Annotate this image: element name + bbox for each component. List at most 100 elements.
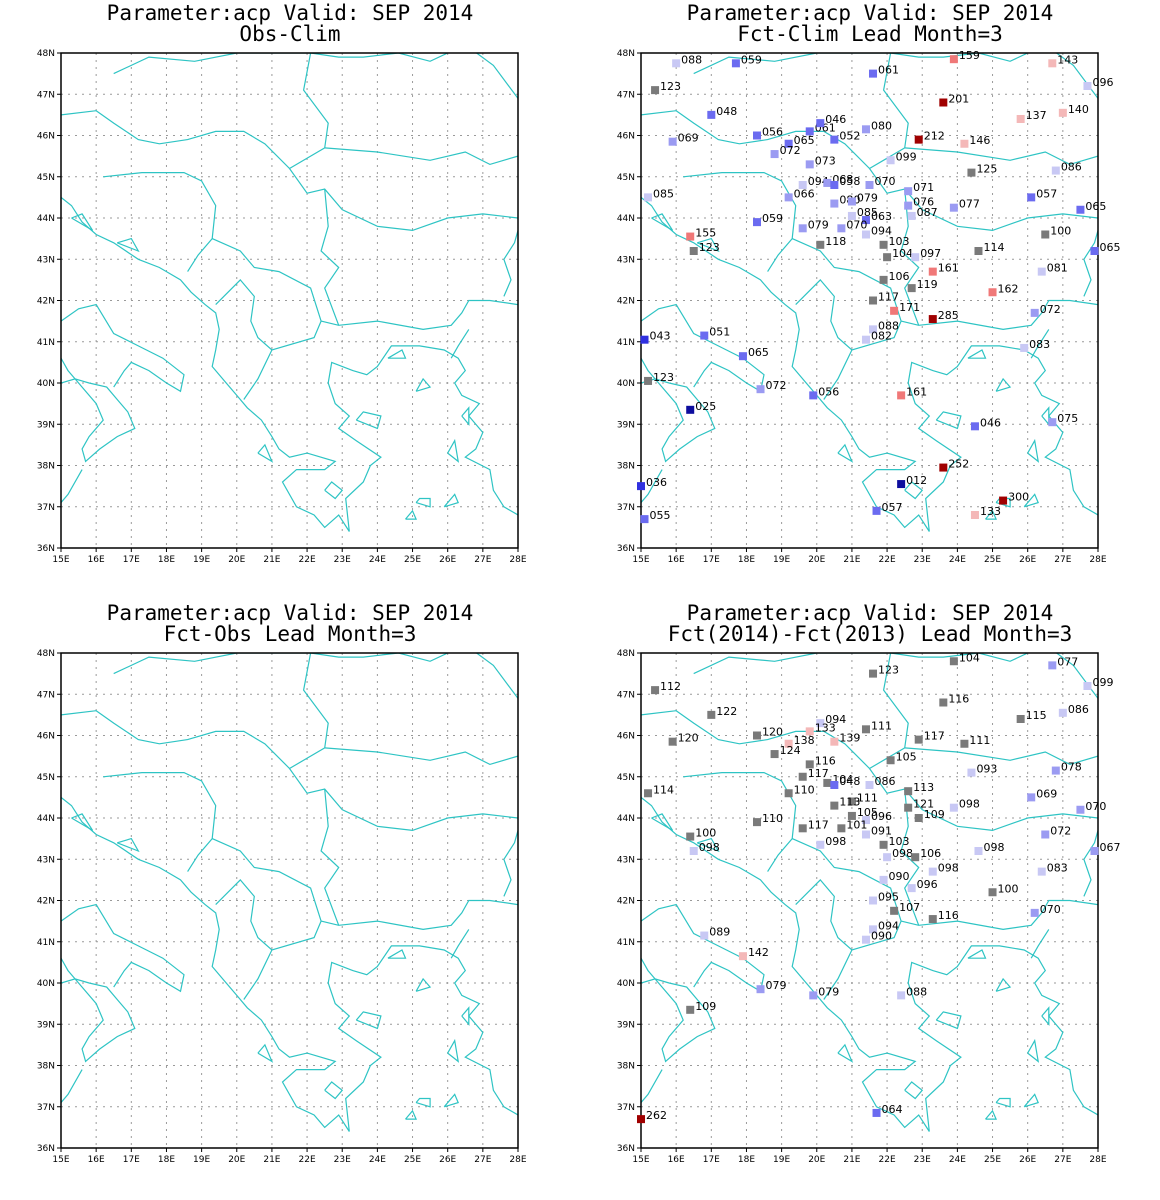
panel-subtitle: Fct-Clim Lead Month=3	[737, 22, 1003, 46]
station-value-label: 072	[1050, 825, 1071, 838]
station-marker	[668, 137, 677, 146]
country-border	[900, 189, 920, 326]
lon-tick-label: 24E	[369, 555, 386, 565]
lon-tick-label: 25E	[404, 1155, 421, 1165]
station-marker	[830, 199, 839, 208]
island	[116, 237, 140, 253]
country-border	[1030, 329, 1050, 359]
station-marker	[1076, 805, 1085, 814]
station-marker	[805, 727, 814, 736]
coastline	[61, 469, 83, 503]
country-border	[324, 747, 518, 766]
station-marker	[816, 719, 825, 728]
station-marker	[805, 160, 814, 169]
coastline	[641, 469, 663, 503]
station-value-label: 105	[896, 750, 917, 763]
station-value-label: 089	[709, 926, 730, 939]
station-value-label: 098	[892, 847, 913, 860]
station-marker	[886, 156, 895, 165]
station-marker	[974, 247, 983, 255]
station-marker	[988, 288, 997, 297]
station-marker	[928, 867, 937, 876]
station-marker	[1058, 108, 1067, 117]
station-value-label: 065	[748, 346, 769, 359]
station-marker	[865, 181, 874, 189]
coastline	[641, 303, 765, 393]
station-value-label: 110	[762, 812, 783, 825]
station-marker	[830, 801, 839, 810]
panel-title: Parameter:acp Valid: SEP 2014	[686, 1, 1054, 25]
station-marker	[1090, 847, 1099, 855]
lon-tick-label: 28E	[1089, 555, 1106, 565]
lat-tick-label: 40N	[617, 379, 635, 389]
lon-tick-label: 15E	[52, 1155, 69, 1165]
station-marker	[869, 925, 878, 934]
station-value-label: 101	[846, 818, 867, 831]
country-border	[320, 189, 340, 326]
station-marker	[784, 789, 793, 798]
station-marker	[939, 98, 948, 107]
station-value-label: 140	[1068, 103, 1089, 116]
lat-tick-label: 43N	[37, 855, 55, 865]
station-value-label: 094	[871, 225, 892, 238]
station-value-label: 161	[938, 262, 959, 275]
coastline	[641, 903, 765, 993]
station-value-label: 119	[917, 278, 938, 291]
station-marker	[861, 935, 870, 944]
lat-tick-label: 45N	[37, 773, 55, 783]
station-marker	[830, 135, 839, 144]
station-marker	[988, 888, 997, 897]
station-marker	[886, 756, 895, 765]
station-marker	[879, 240, 888, 249]
station-marker	[1090, 247, 1099, 255]
coastline	[641, 957, 716, 1063]
station-value-label: 076	[913, 196, 934, 209]
station-marker	[967, 168, 976, 177]
station-value-label: 085	[857, 206, 878, 219]
station-marker	[869, 325, 878, 334]
geography	[61, 53, 518, 532]
station-value-label: 083	[1047, 862, 1068, 875]
island	[995, 497, 1011, 508]
island	[995, 377, 1012, 392]
station-value-label: 099	[896, 150, 917, 163]
lon-tick-label: 19E	[773, 1155, 790, 1165]
station-marker	[1027, 793, 1036, 802]
station-value-label: 059	[741, 53, 762, 66]
lat-tick-label: 45N	[37, 173, 55, 183]
station-marker	[1041, 830, 1050, 839]
country-border	[683, 172, 797, 272]
station-marker	[1051, 166, 1060, 175]
island	[324, 1081, 344, 1100]
station-marker	[869, 669, 878, 678]
lon-tick-label: 18E	[738, 555, 755, 565]
station-marker	[847, 797, 856, 806]
station-marker	[798, 181, 807, 189]
station-marker	[914, 735, 923, 744]
station-marker	[753, 131, 762, 140]
station-marker	[1051, 766, 1060, 775]
station-marker	[700, 931, 709, 940]
station-value-label: 072	[1040, 303, 1061, 316]
lat-tick-label: 39N	[37, 420, 55, 430]
station-marker	[847, 211, 856, 220]
island	[461, 406, 470, 426]
station-value-label: 079	[818, 985, 839, 998]
station-marker	[861, 816, 870, 825]
country-border	[211, 238, 322, 351]
lon-tick-label: 20E	[228, 1155, 245, 1165]
country-border	[450, 329, 470, 359]
station-value-label: 081	[1047, 262, 1068, 275]
station-value-label: 086	[1061, 161, 1082, 174]
station-value-label: 142	[748, 946, 769, 959]
country-border	[450, 929, 470, 959]
station-marker	[686, 832, 695, 841]
station-value-label: 138	[794, 734, 815, 747]
station-marker	[1020, 343, 1029, 352]
station-value-label: 104	[959, 651, 980, 664]
lat-tick-label: 43N	[617, 255, 635, 265]
lon-tick-label: 22E	[299, 1155, 316, 1165]
station-marker	[753, 818, 762, 827]
station-marker	[861, 725, 870, 734]
station-value-label: 300	[1008, 491, 1029, 504]
